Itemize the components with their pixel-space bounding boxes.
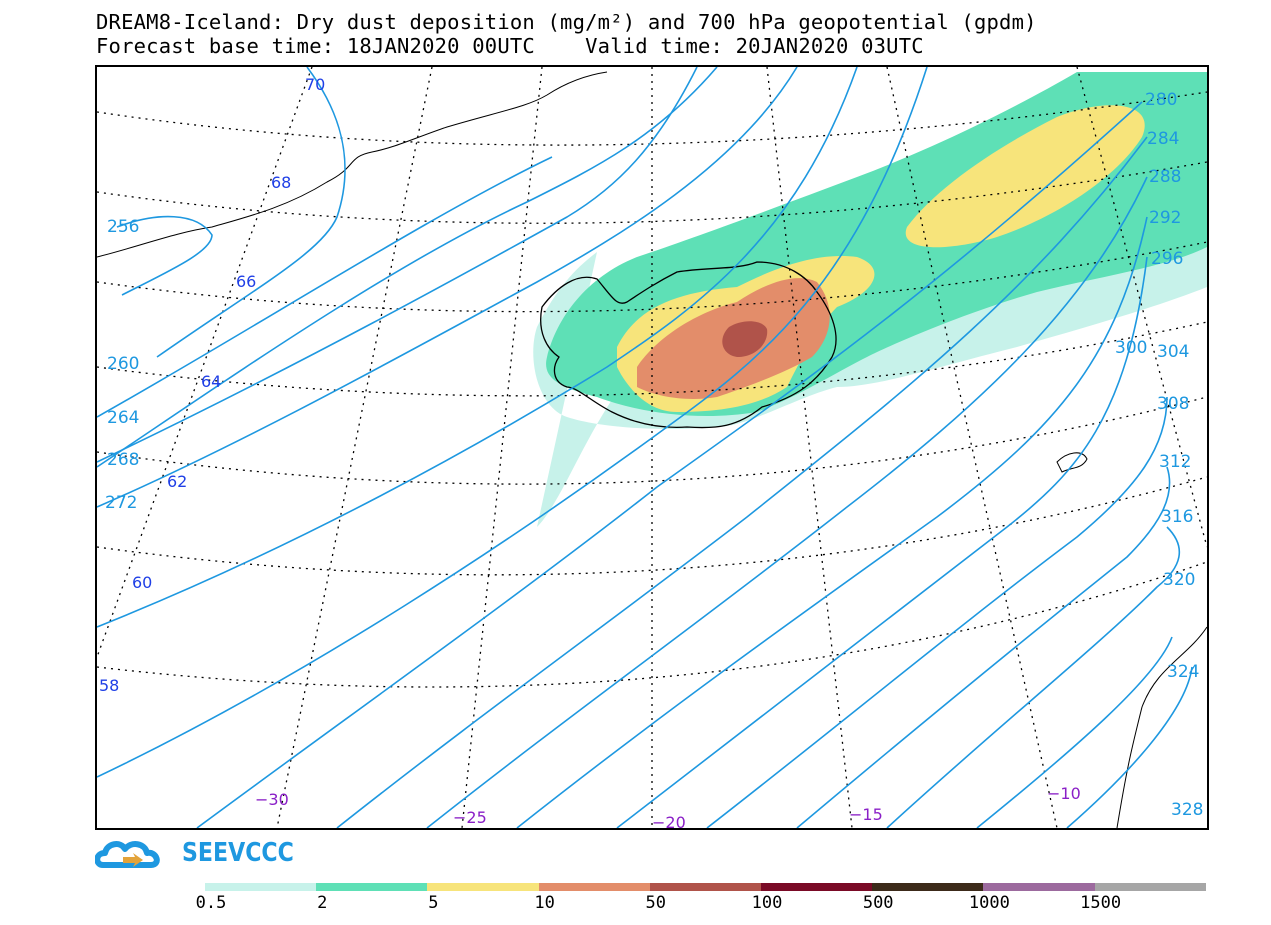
geopotential-label: 272: [105, 493, 137, 513]
longitude-label-group: −30 −25 −20 −15 −10: [255, 784, 1081, 828]
colorbar-label: 50: [645, 893, 667, 913]
geopotential-label: 328: [1171, 800, 1203, 820]
colorbar-segment: [1094, 883, 1206, 891]
colorbar-label: 1000: [968, 893, 1010, 913]
colorbar-segment: [205, 883, 317, 891]
latitude-label: 58: [99, 676, 119, 695]
latitude-label: 68: [271, 173, 291, 192]
latitude-label: 66: [236, 272, 256, 291]
colorbar-segment: [983, 883, 1095, 891]
geopotential-label: 312: [1159, 452, 1191, 472]
colorbar-label: 2: [317, 893, 328, 913]
geopotential-label: 308: [1157, 394, 1189, 414]
colorbar-label: 10: [534, 893, 555, 913]
geopotential-label: 288: [1149, 167, 1181, 187]
colorbar-segment: [649, 883, 761, 891]
colorbar-label: 5: [428, 893, 439, 913]
latitude-label: 64: [201, 372, 221, 391]
geopotential-label: 296: [1151, 249, 1183, 269]
colorbar-segment: [427, 883, 539, 891]
colorbar-label: 1500: [1080, 893, 1122, 913]
colorbar-label: 0.5: [195, 893, 227, 913]
colorbar-segment: [872, 883, 984, 891]
geopotential-label: 316: [1161, 507, 1193, 527]
geopotential-contours: [97, 67, 1193, 828]
latitude-label: 60: [132, 573, 152, 592]
latitude-label: 62: [167, 472, 187, 491]
chart-subtitle: Forecast base time: 18JAN2020 00UTC Vali…: [96, 34, 924, 58]
colorbar-label: 500: [862, 893, 894, 913]
coastline-layer: [97, 71, 1207, 828]
geopotential-label: 300: [1115, 338, 1147, 358]
map-panel: 256 260 264 268 272 280 284 288 292 296 …: [95, 65, 1209, 830]
dust-field-layer: [533, 72, 1207, 527]
geopotential-label: 304: [1157, 342, 1189, 362]
dust-field-50: [722, 321, 768, 357]
chart-title: DREAM8-Iceland: Dry dust deposition (mg/…: [96, 10, 1037, 34]
colorbar-segment: [316, 883, 428, 891]
longitude-label: −30: [255, 790, 289, 809]
seevccc-logo: [94, 835, 315, 875]
norway-coast: [1116, 626, 1207, 828]
colorbar-segment: [538, 883, 650, 891]
logo-text: SEEVCCC: [182, 838, 294, 868]
cloud-logo-icon: [94, 841, 160, 868]
colorbar: [205, 883, 1206, 891]
graticule: [97, 67, 1207, 828]
geopotential-label: 264: [107, 408, 139, 428]
longitude-label: −10: [1047, 784, 1081, 803]
longitude-label: −25: [453, 808, 487, 827]
iceland-coast: [540, 261, 837, 429]
longitude-label: −20: [652, 813, 686, 828]
geopotential-label: 320: [1163, 570, 1195, 590]
geopotential-label: 256: [107, 217, 139, 237]
latitude-label-group: 70 68 66 64 62 60 58: [99, 75, 325, 695]
longitude-label: −15: [849, 805, 883, 824]
faroe-islands-coast: [1056, 452, 1088, 473]
geopotential-label: 280: [1145, 90, 1177, 110]
geopotential-label: 260: [107, 354, 139, 374]
geopotential-label-group: 256 260 264 268 272 280 284 288 292 296 …: [105, 90, 1203, 820]
latitude-label: 70: [305, 75, 325, 94]
colorbar-segment: [760, 883, 873, 891]
geopotential-label: 292: [1149, 208, 1181, 228]
geopotential-label: 268: [107, 450, 139, 470]
colorbar-label: 100: [751, 893, 783, 913]
geopotential-label: 284: [1147, 129, 1179, 149]
geopotential-label: 324: [1167, 662, 1199, 682]
greenland-coast: [97, 71, 608, 258]
map-canvas: 256 260 264 268 272 280 284 288 292 296 …: [97, 67, 1207, 828]
